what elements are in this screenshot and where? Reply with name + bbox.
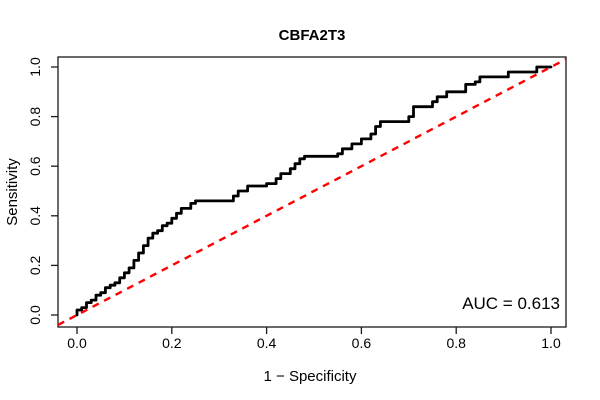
data-series	[57, 58, 567, 327]
y-tick-label: 1.0	[27, 57, 43, 77]
chart-title: CBFA2T3	[279, 27, 346, 44]
x-tick-label: 0.0	[67, 335, 87, 351]
chance-diagonal-line	[57, 58, 567, 327]
axis-tick-labels: 0.0 0.2 0.4 0.6 0.8 1.0 0.0 0.2 0.4 0.6 0.8 1.0	[27, 57, 561, 351]
x-axis-label: 1 − Specificity	[264, 368, 357, 385]
x-tick-label: 1.0	[541, 335, 561, 351]
y-axis-label: Sensitivity	[4, 158, 21, 226]
x-tick-label: 0.2	[162, 335, 182, 351]
y-tick-label: 0.2	[27, 255, 43, 275]
y-tick-label: 0.8	[27, 107, 43, 127]
x-tick-label: 0.6	[352, 335, 372, 351]
axis-ticks	[51, 66, 552, 334]
y-tick-label: 0.0	[27, 305, 43, 325]
auc-annotation: AUC = 0.613	[462, 294, 560, 313]
plot-area-border	[57, 56, 567, 328]
roc-curve-line	[75, 65, 553, 317]
x-tick-label: 0.8	[446, 335, 466, 351]
y-tick-label: 0.4	[27, 206, 43, 226]
y-tick-label: 0.6	[27, 156, 43, 176]
x-tick-label: 0.4	[257, 335, 277, 351]
